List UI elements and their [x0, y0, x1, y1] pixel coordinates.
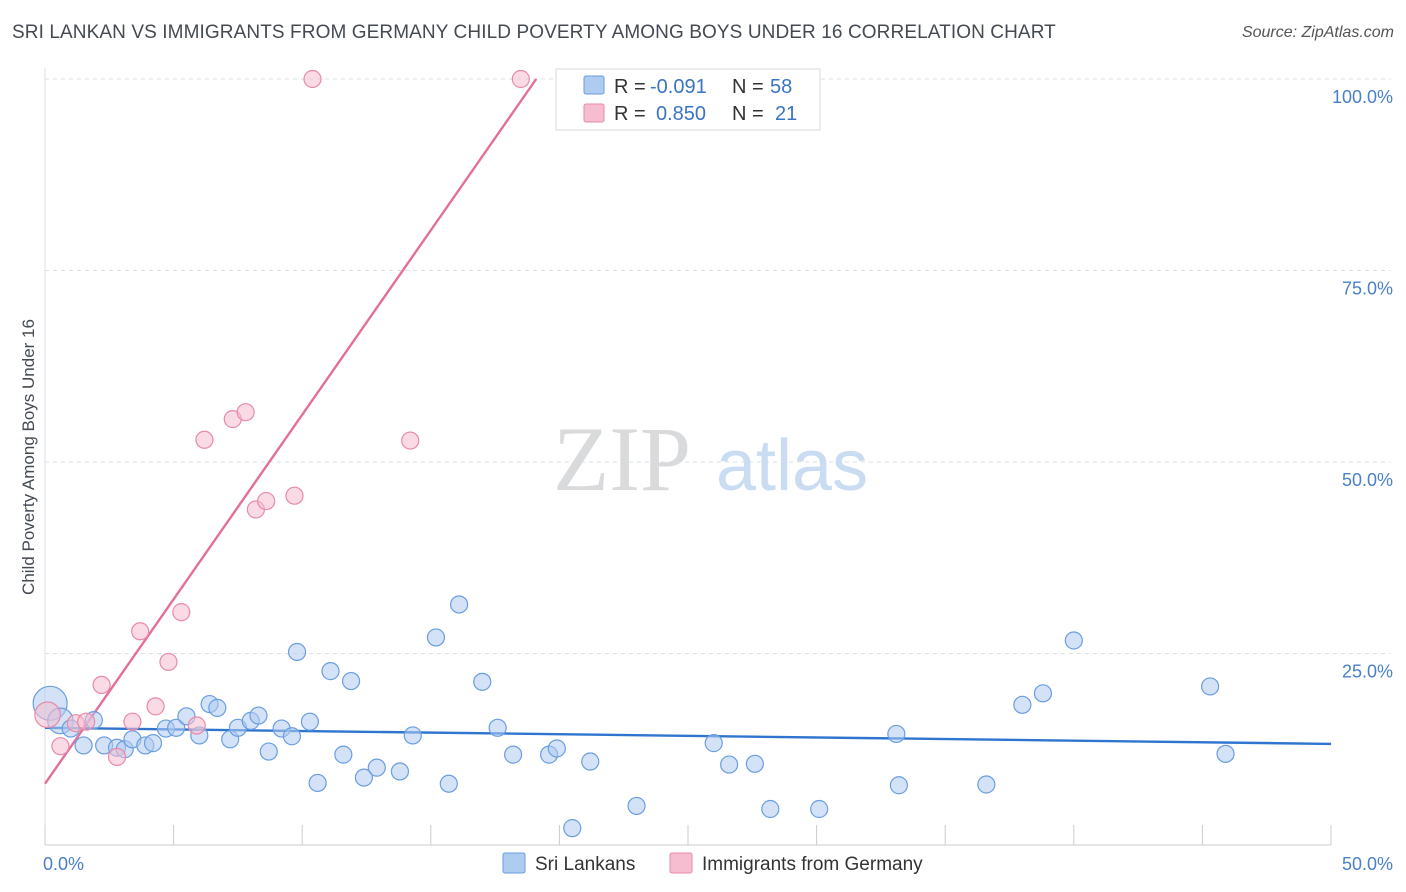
stats-r-value-blue: -0.091	[650, 76, 707, 98]
watermark-atlas: atlas	[716, 426, 868, 506]
point-sri-lankans-25	[300, 712, 320, 731]
stats-n-value-blue: 58	[770, 76, 792, 98]
point-sri-lankans-37	[473, 672, 492, 691]
watermark: ZIP atlas	[553, 408, 868, 510]
point-immigrants-germany-6	[123, 712, 142, 731]
stats-n-label-blue: N =	[732, 76, 764, 98]
chart-title: SRI LANKAN VS IMMIGRANTS FROM GERMANY CH…	[12, 22, 1056, 43]
point-immigrants-germany-4	[92, 675, 111, 695]
data-points	[32, 69, 1235, 838]
point-sri-lankans-46	[720, 755, 739, 774]
point-sri-lankans-32	[390, 762, 410, 781]
legend-label-sri-lankans: Sri Lankans	[535, 854, 635, 875]
x-tick-label-0: 0.0%	[43, 854, 84, 874]
y-tick-label-3: 100.0%	[1332, 87, 1393, 107]
trendline-sri-lankans	[44, 726, 1332, 746]
point-sri-lankans-44	[627, 796, 646, 816]
point-sri-lankans-30	[354, 768, 374, 787]
point-sri-lankans-20	[249, 706, 268, 725]
point-sri-lankans-36	[449, 595, 469, 614]
axis-layer	[44, 68, 1332, 846]
point-sri-lankans-56	[1201, 677, 1220, 696]
point-sri-lankans-49	[810, 799, 829, 819]
legend-swatch-sri-lankans	[502, 852, 526, 874]
y-axis-title: Child Poverty Among Boys Under 16	[19, 319, 38, 595]
point-sri-lankans-57	[1216, 744, 1235, 763]
point-immigrants-germany-7	[131, 622, 150, 641]
stats-n-value-pink: 21	[775, 103, 797, 125]
point-sri-lankans-51	[889, 776, 909, 795]
series-legend: Sri Lankans Immigrants from Germany	[502, 852, 923, 875]
point-immigrants-germany-8	[146, 697, 165, 716]
point-immigrants-germany-0	[34, 701, 61, 729]
y-tick-labels: 25.0% 50.0% 75.0% 100.0%	[1332, 87, 1393, 682]
point-immigrants-germany-11	[187, 716, 206, 735]
point-sri-lankans-3	[74, 736, 93, 755]
stats-r-label-blue: R =	[614, 76, 646, 98]
watermark-zip: ZIP	[553, 408, 691, 510]
stats-swatch-pink	[583, 103, 605, 123]
point-immigrants-germany-20	[511, 69, 530, 89]
stats-swatch-blue	[583, 75, 605, 95]
grid-layer	[45, 78, 1391, 654]
point-sri-lankans-21	[259, 742, 278, 761]
point-sri-lankans-48	[761, 799, 780, 819]
point-sri-lankans-33	[403, 726, 422, 745]
point-sri-lankans-12	[167, 718, 186, 737]
point-sri-lankans-53	[1013, 695, 1032, 714]
point-immigrants-germany-10	[172, 603, 191, 622]
point-immigrants-germany-12	[195, 430, 214, 449]
point-sri-lankans-24	[287, 642, 307, 662]
point-sri-lankans-47	[745, 754, 764, 773]
stats-r-value-pink: 0.850	[656, 103, 706, 125]
point-sri-lankans-50	[887, 724, 906, 744]
stats-n-label-pink: N =	[732, 103, 764, 125]
point-sri-lankans-54	[1033, 684, 1053, 703]
point-sri-lankans-42	[563, 819, 582, 838]
point-sri-lankans-34	[439, 774, 458, 793]
point-sri-lankans-29	[341, 671, 361, 691]
point-sri-lankans-52	[977, 775, 996, 794]
point-immigrants-germany-9	[159, 652, 178, 672]
point-sri-lankans-26	[308, 773, 327, 793]
point-sri-lankans-55	[1064, 631, 1083, 650]
point-sri-lankans-27	[321, 662, 340, 681]
point-sri-lankans-39	[504, 745, 523, 764]
source-label: Source: ZipAtlas.com	[1241, 24, 1394, 41]
point-immigrants-germany-19	[401, 431, 420, 450]
point-sri-lankans-45	[704, 734, 723, 753]
x-tick-labels: 0.0% 50.0%	[43, 854, 1393, 874]
y-tick-label-1: 50.0%	[1342, 470, 1393, 490]
point-sri-lankans-41	[547, 739, 566, 758]
stats-r-label-pink: R =	[614, 103, 646, 125]
point-sri-lankans-38	[488, 718, 507, 737]
point-sri-lankans-16	[208, 698, 227, 717]
legend-swatch-immigrants-germany	[669, 852, 693, 874]
point-sri-lankans-35	[426, 628, 446, 647]
point-sri-lankans-43	[581, 752, 600, 771]
point-sri-lankans-31	[367, 758, 386, 777]
point-sri-lankans-28	[334, 745, 353, 764]
point-immigrants-germany-14	[236, 403, 255, 422]
point-immigrants-germany-16	[257, 491, 276, 511]
x-tick-label-1: 50.0%	[1342, 854, 1393, 874]
point-sri-lankans-10	[143, 734, 163, 753]
point-immigrants-germany-17	[285, 486, 304, 505]
y-tick-label-0: 25.0%	[1342, 662, 1393, 682]
point-immigrants-germany-1	[51, 737, 70, 756]
point-immigrants-germany-18	[303, 69, 322, 89]
stats-legend: R = -0.091 N = 58 R = 0.850 N = 21	[555, 68, 821, 131]
trend-lines	[44, 78, 1332, 785]
y-tick-label-2: 75.0%	[1342, 279, 1393, 299]
point-immigrants-germany-5	[107, 747, 127, 767]
point-sri-lankans-23	[282, 727, 302, 746]
legend-label-immigrants-germany: Immigrants from Germany	[702, 854, 923, 875]
point-immigrants-germany-3	[77, 712, 96, 731]
trendline-immigrants-germany	[44, 78, 538, 785]
